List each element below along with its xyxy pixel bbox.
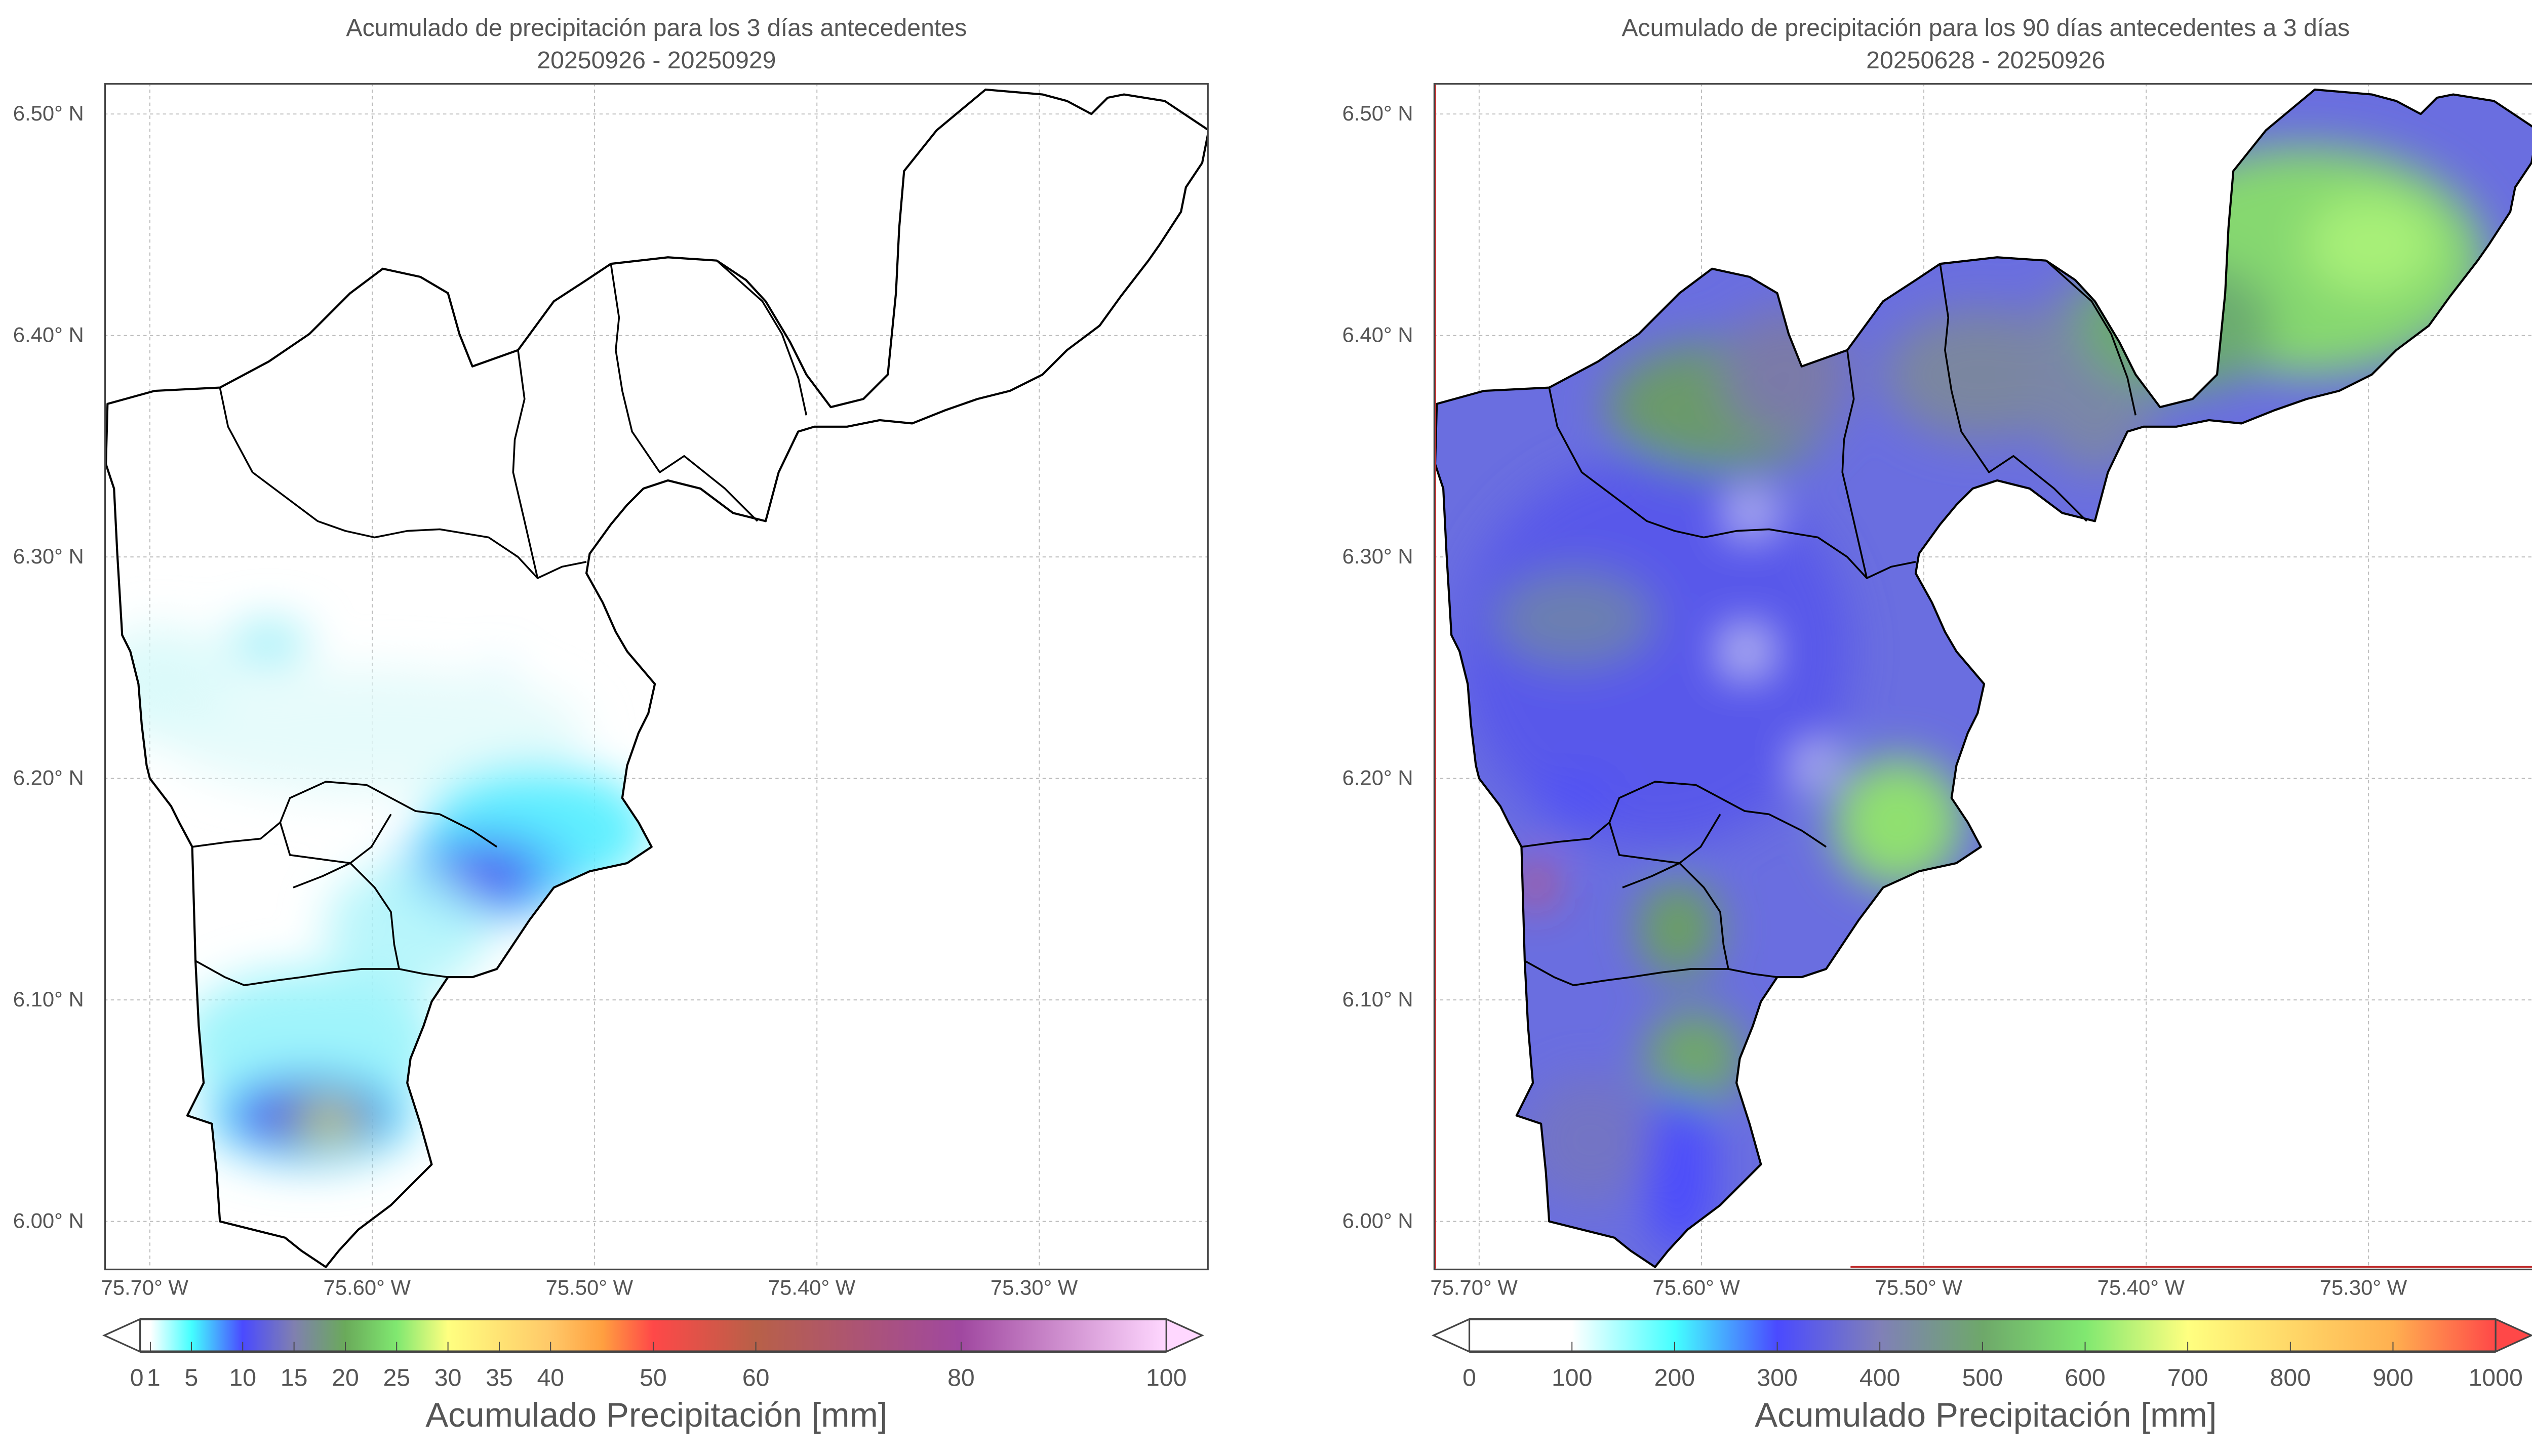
region-outline	[1435, 88, 2532, 1268]
left-precipitation-field	[106, 620, 652, 1165]
lon-tick-label: 75.70° W	[1430, 1275, 1518, 1300]
lat-tick-label: 6.20° N	[13, 765, 84, 790]
municipality-boundary	[192, 781, 498, 848]
lat-tick-label: 6.10° N	[13, 987, 84, 1012]
lon-tick-label: 75.40° W	[2097, 1275, 2185, 1300]
colorbar-tick-label: 400	[1859, 1364, 1901, 1393]
colorbar-tick-label: 50	[640, 1364, 667, 1393]
colorbar-tick-label: 60	[742, 1364, 770, 1393]
right-colorbar-label: Acumulado Precipitación [mm]	[1755, 1397, 2217, 1435]
municipality-boundary	[610, 263, 759, 522]
colorbar-tick-label: 80	[947, 1364, 975, 1393]
colorbar-tick-label: 0	[130, 1364, 144, 1393]
colorbar-max-extend-arrow	[2495, 1318, 2532, 1353]
colorbar-tick-label: 100	[1145, 1364, 1187, 1393]
colorbar-tick-label: 1	[146, 1364, 161, 1393]
lon-tick-label: 75.50° W	[545, 1275, 634, 1300]
lat-tick-label: 6.40° N	[1342, 322, 1413, 347]
lon-tick-label: 75.30° W	[2319, 1275, 2407, 1300]
right-map-axes	[1433, 83, 2532, 1271]
lat-tick-label: 6.50° N	[13, 101, 84, 126]
colorbar-tick-label: 900	[2372, 1364, 2414, 1393]
left-title-line1: Acumulado de precipitación para los 3 dí…	[346, 14, 967, 43]
lon-tick-label: 75.40° W	[768, 1275, 856, 1300]
colorbar-tick-label: 100	[1551, 1364, 1593, 1393]
municipality-boundary	[1841, 350, 1868, 579]
colorbar-tick-label: 25	[383, 1364, 411, 1393]
municipality-boundary	[293, 862, 448, 978]
right-map-canvas	[1435, 85, 2532, 1269]
colorbar-tick-label: 500	[1962, 1364, 2003, 1393]
colorbar-tick-label: 600	[2065, 1364, 2106, 1393]
colorbar-tick-label: 20	[332, 1364, 359, 1393]
right-colorbar	[1420, 1313, 2532, 1378]
lon-tick-label: 75.70° W	[101, 1275, 188, 1300]
colorbar-tick-label: 0	[1462, 1364, 1476, 1393]
municipality-boundary	[195, 960, 400, 986]
lat-tick-label: 6.00° N	[13, 1208, 84, 1233]
colorbar-min-extend-arrow	[1431, 1318, 1471, 1353]
municipality-boundary	[716, 260, 808, 416]
lon-tick-label: 75.60° W	[323, 1275, 411, 1300]
colorbar-tick-label: 30	[434, 1364, 462, 1393]
lat-tick-label: 6.30° N	[1342, 544, 1413, 569]
region-outline	[106, 88, 1207, 1268]
right-map-title: Acumulado de precipitación para los 90 d…	[1415, 13, 2532, 78]
colorbar-tick-label: 700	[2167, 1364, 2208, 1393]
right-precipitation-field	[1435, 89, 2532, 1267]
colorbar-tick-label: 40	[537, 1364, 565, 1393]
lon-tick-label: 75.60° W	[1652, 1275, 1740, 1300]
municipality-boundary	[219, 387, 587, 579]
lat-tick-label: 6.20° N	[1342, 765, 1413, 790]
colorbar-max-extend-arrow	[1165, 1318, 1204, 1353]
left-map-axes	[104, 83, 1209, 1271]
lat-tick-label: 6.50° N	[1342, 101, 1413, 126]
municipality-boundary	[279, 814, 392, 864]
left-title-line2: 20250926 - 20250929	[537, 47, 776, 75]
lat-tick-label: 6.10° N	[1342, 987, 1413, 1012]
lat-tick-label: 6.40° N	[13, 322, 84, 347]
municipality-boundary	[512, 350, 539, 579]
left-colorbar	[91, 1313, 1215, 1378]
left-map-title: Acumulado de precipitación para los 3 dí…	[86, 13, 1227, 78]
municipality-boundary	[2045, 260, 2137, 416]
colorbar-tick-label: 10	[229, 1364, 257, 1393]
lat-tick-label: 6.30° N	[13, 544, 84, 569]
municipality-boundary	[1524, 960, 1729, 986]
lat-tick-label: 6.00° N	[1342, 1208, 1413, 1233]
colorbar-tick-label: 200	[1654, 1364, 1695, 1393]
colorbar-tick-label: 35	[486, 1364, 513, 1393]
municipality-boundary	[1622, 862, 1777, 978]
colorbar-tick-label: 300	[1757, 1364, 1798, 1393]
left-colorbar-label: Acumulado Precipitación [mm]	[425, 1397, 888, 1435]
colorbar-min-extend-arrow	[102, 1318, 141, 1353]
colorbar-tick-label: 800	[2270, 1364, 2311, 1393]
colorbar-tick-label: 1000	[2468, 1364, 2523, 1393]
colorbar-tick-label: 15	[280, 1364, 308, 1393]
municipality-boundary	[1521, 781, 1827, 848]
left-map-canvas	[106, 85, 1207, 1269]
municipality-boundary	[1608, 814, 1721, 864]
lon-tick-label: 75.50° W	[1875, 1275, 1963, 1300]
municipality-boundary	[1548, 387, 1916, 579]
municipality-boundary	[1939, 263, 2087, 522]
lon-tick-label: 75.30° W	[990, 1275, 1078, 1300]
right-title-line2: 20250628 - 20250926	[1866, 47, 2106, 75]
colorbar-tick-label: 5	[184, 1364, 199, 1393]
right-title-line1: Acumulado de precipitación para los 90 d…	[1621, 14, 2350, 43]
